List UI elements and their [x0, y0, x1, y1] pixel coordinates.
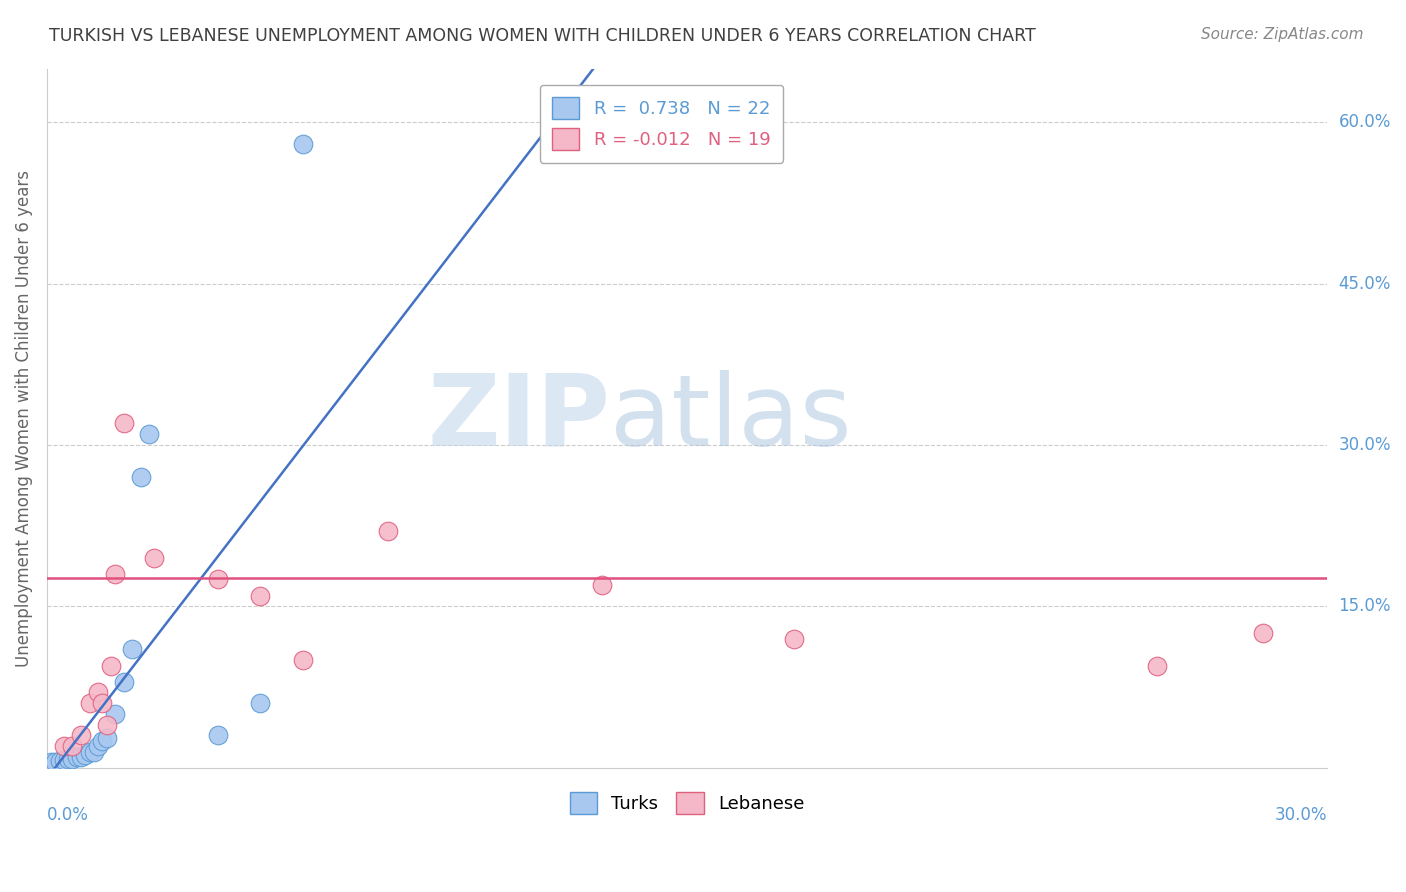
- Text: ZIP: ZIP: [427, 369, 610, 467]
- Point: [121, 642, 143, 657]
- Point: [87, 739, 110, 754]
- Point: [138, 427, 160, 442]
- Point: [291, 653, 314, 667]
- Point: [291, 136, 314, 151]
- Text: 30.0%: 30.0%: [1339, 436, 1391, 454]
- Point: [96, 717, 118, 731]
- Point: [44, 756, 66, 770]
- Point: [87, 685, 110, 699]
- Point: [377, 524, 399, 538]
- Point: [52, 753, 75, 767]
- Text: 0.0%: 0.0%: [46, 806, 89, 824]
- Point: [70, 750, 93, 764]
- Point: [1146, 658, 1168, 673]
- Point: [207, 573, 229, 587]
- Point: [249, 589, 271, 603]
- Text: 60.0%: 60.0%: [1339, 113, 1391, 131]
- Point: [591, 578, 613, 592]
- Text: Source: ZipAtlas.com: Source: ZipAtlas.com: [1201, 27, 1364, 42]
- Point: [48, 754, 70, 768]
- Text: 15.0%: 15.0%: [1339, 598, 1391, 615]
- Point: [1253, 626, 1275, 640]
- Point: [100, 658, 122, 673]
- Point: [91, 734, 114, 748]
- Point: [112, 674, 135, 689]
- Text: 45.0%: 45.0%: [1339, 275, 1391, 293]
- Point: [783, 632, 806, 646]
- Point: [58, 752, 80, 766]
- Point: [79, 745, 101, 759]
- Point: [62, 752, 84, 766]
- Point: [249, 696, 271, 710]
- Point: [104, 706, 127, 721]
- Point: [91, 696, 114, 710]
- Y-axis label: Unemployment Among Women with Children Under 6 years: Unemployment Among Women with Children U…: [15, 169, 32, 666]
- Point: [79, 696, 101, 710]
- Point: [39, 756, 62, 770]
- Point: [66, 750, 89, 764]
- Point: [142, 551, 165, 566]
- Point: [62, 739, 84, 754]
- Point: [83, 745, 105, 759]
- Point: [207, 728, 229, 742]
- Point: [129, 470, 152, 484]
- Point: [112, 417, 135, 431]
- Point: [96, 731, 118, 745]
- Text: atlas: atlas: [610, 369, 852, 467]
- Legend: Turks, Lebanese: Turks, Lebanese: [562, 785, 811, 822]
- Point: [52, 739, 75, 754]
- Point: [75, 747, 97, 762]
- Point: [104, 567, 127, 582]
- Text: TURKISH VS LEBANESE UNEMPLOYMENT AMONG WOMEN WITH CHILDREN UNDER 6 YEARS CORRELA: TURKISH VS LEBANESE UNEMPLOYMENT AMONG W…: [49, 27, 1036, 45]
- Text: 30.0%: 30.0%: [1275, 806, 1327, 824]
- Point: [70, 728, 93, 742]
